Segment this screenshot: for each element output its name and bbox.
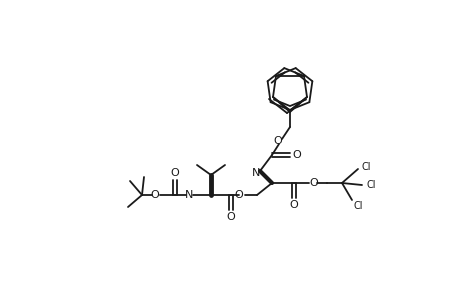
Text: Cl: Cl: [365, 180, 375, 190]
Text: O: O: [289, 200, 298, 210]
Text: O: O: [226, 212, 235, 222]
Text: O: O: [309, 178, 318, 188]
Text: N: N: [185, 190, 193, 200]
Text: O: O: [292, 150, 301, 160]
Text: O: O: [234, 190, 243, 200]
Text: O: O: [170, 168, 179, 178]
Text: Cl: Cl: [360, 162, 370, 172]
Text: O: O: [273, 136, 282, 146]
Text: O: O: [150, 190, 159, 200]
Text: N: N: [251, 168, 260, 178]
Text: Cl: Cl: [353, 201, 362, 211]
